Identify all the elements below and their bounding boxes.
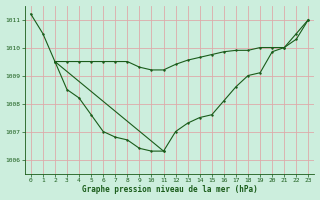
X-axis label: Graphe pression niveau de la mer (hPa): Graphe pression niveau de la mer (hPa) [82,185,258,194]
